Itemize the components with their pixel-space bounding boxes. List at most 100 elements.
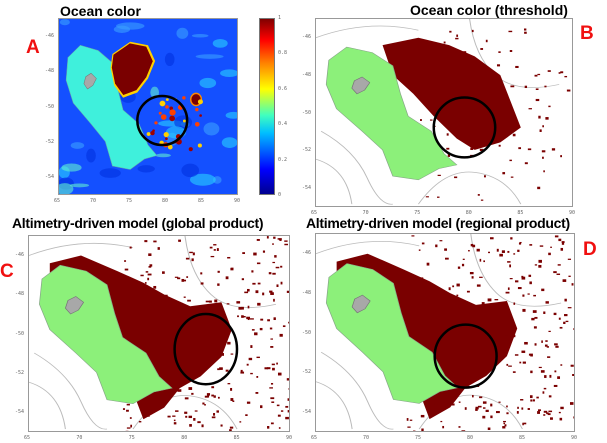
bloom-speck [204, 395, 209, 398]
bloom-speck [409, 419, 413, 421]
bloom-speck [126, 409, 129, 412]
bloom-speck [545, 340, 548, 342]
bloom-speck [469, 371, 474, 373]
bloom-speck [217, 283, 220, 286]
bloom-speck [420, 277, 424, 281]
bathymetry-contour [184, 236, 277, 308]
bloom-speck [472, 395, 474, 398]
bloom-speck [156, 406, 160, 410]
map-canvas [29, 236, 289, 431]
bloom-speck [416, 282, 421, 285]
bloom-speck [571, 283, 574, 286]
bloom-speck [421, 296, 425, 298]
bloom-speck [267, 426, 270, 429]
bloom-spot [199, 114, 202, 117]
y-tick-label: -52 [45, 138, 55, 145]
bloom-speck [256, 262, 261, 265]
bloom-speck [532, 310, 537, 313]
bloom-spot [188, 147, 193, 152]
bloom-speck [544, 344, 548, 347]
bloom-speck [232, 400, 235, 402]
bloom-speck [511, 334, 516, 338]
bloom-speck [443, 295, 447, 297]
bloom-speck [144, 282, 147, 284]
bloom-speck [149, 264, 153, 267]
bloom-speck [216, 410, 219, 413]
x-tick-label: 65 [311, 435, 318, 441]
bloom-speck [230, 267, 234, 271]
bloom-speck [272, 367, 275, 371]
bloom-speck [514, 354, 519, 356]
bloom-speck [148, 318, 152, 321]
bloom-speck [437, 196, 440, 198]
bloom-speck [490, 311, 494, 314]
bloom-speck [167, 415, 171, 418]
panel-a-title: Ocean color [60, 3, 141, 19]
bloom-speck [564, 314, 568, 317]
bloom-speck [437, 342, 440, 346]
bloom-speck [177, 277, 181, 280]
bloom-speck [477, 405, 482, 408]
bloom-speck [165, 343, 168, 346]
bloom-speck [179, 308, 182, 311]
bloom-speck [217, 396, 220, 399]
bloom-speck [230, 387, 233, 391]
bloom-speck [250, 372, 253, 375]
bloom-speck [557, 264, 561, 266]
bloom-speck [541, 150, 546, 153]
bloom-speck [422, 293, 426, 295]
bloom-speck [539, 245, 544, 247]
bloom-speck [530, 353, 533, 357]
bloom-speck [209, 246, 213, 249]
bloom-speck [269, 387, 273, 389]
bloom-speck [475, 406, 479, 410]
bloom-speck [498, 51, 501, 53]
bloom-spot [167, 144, 173, 150]
bloom-speck [187, 299, 191, 302]
bloom-speck [189, 424, 192, 427]
y-tick-label: -52 [302, 147, 312, 154]
bloom-speck [124, 260, 127, 262]
bloom-speck [410, 332, 413, 335]
bloom-speck [255, 290, 259, 294]
bloom-speck [137, 300, 141, 303]
bloom-speck [178, 239, 181, 242]
bloom-speck [126, 427, 131, 429]
bloom-speck [435, 244, 438, 248]
bloom-speck [240, 371, 245, 374]
bloom-speck [519, 241, 522, 244]
bloom-speck [270, 397, 275, 400]
bloom-speck [257, 282, 261, 285]
bloom-speck [274, 255, 277, 258]
bloom-speck [457, 312, 460, 314]
bloom-speck [535, 98, 540, 102]
bloom-speck [207, 309, 209, 312]
bloom-speck [479, 148, 484, 152]
bloom-speck [535, 88, 539, 90]
bloom-speck [442, 363, 445, 365]
bloom-speck [524, 162, 528, 165]
bloom-speck [538, 409, 541, 412]
x-tick-label: 75 [415, 435, 422, 441]
bloom-speck [529, 281, 532, 285]
bloom-speck [509, 50, 513, 52]
x-tick-label: 85 [198, 198, 205, 204]
bloom-speck [543, 170, 545, 173]
bloom-speck [561, 241, 565, 245]
bloom-speck [147, 277, 150, 281]
bloom-speck [454, 176, 458, 179]
bloom-speck [250, 345, 253, 348]
bloom-speck [157, 247, 160, 250]
bloom-speck [509, 278, 513, 280]
bloom-speck [538, 259, 542, 263]
bloom-speck [278, 427, 281, 429]
bloom-speck [518, 242, 522, 245]
bathymetry-contour [316, 241, 420, 255]
bloom-speck [182, 340, 187, 342]
bloom-speck [158, 348, 160, 351]
bloom-speck [267, 367, 271, 370]
bloom-speck [138, 338, 142, 342]
bathymetry-contour [316, 25, 419, 39]
kerguelen-island [351, 76, 371, 95]
bloom-speck [191, 319, 194, 323]
